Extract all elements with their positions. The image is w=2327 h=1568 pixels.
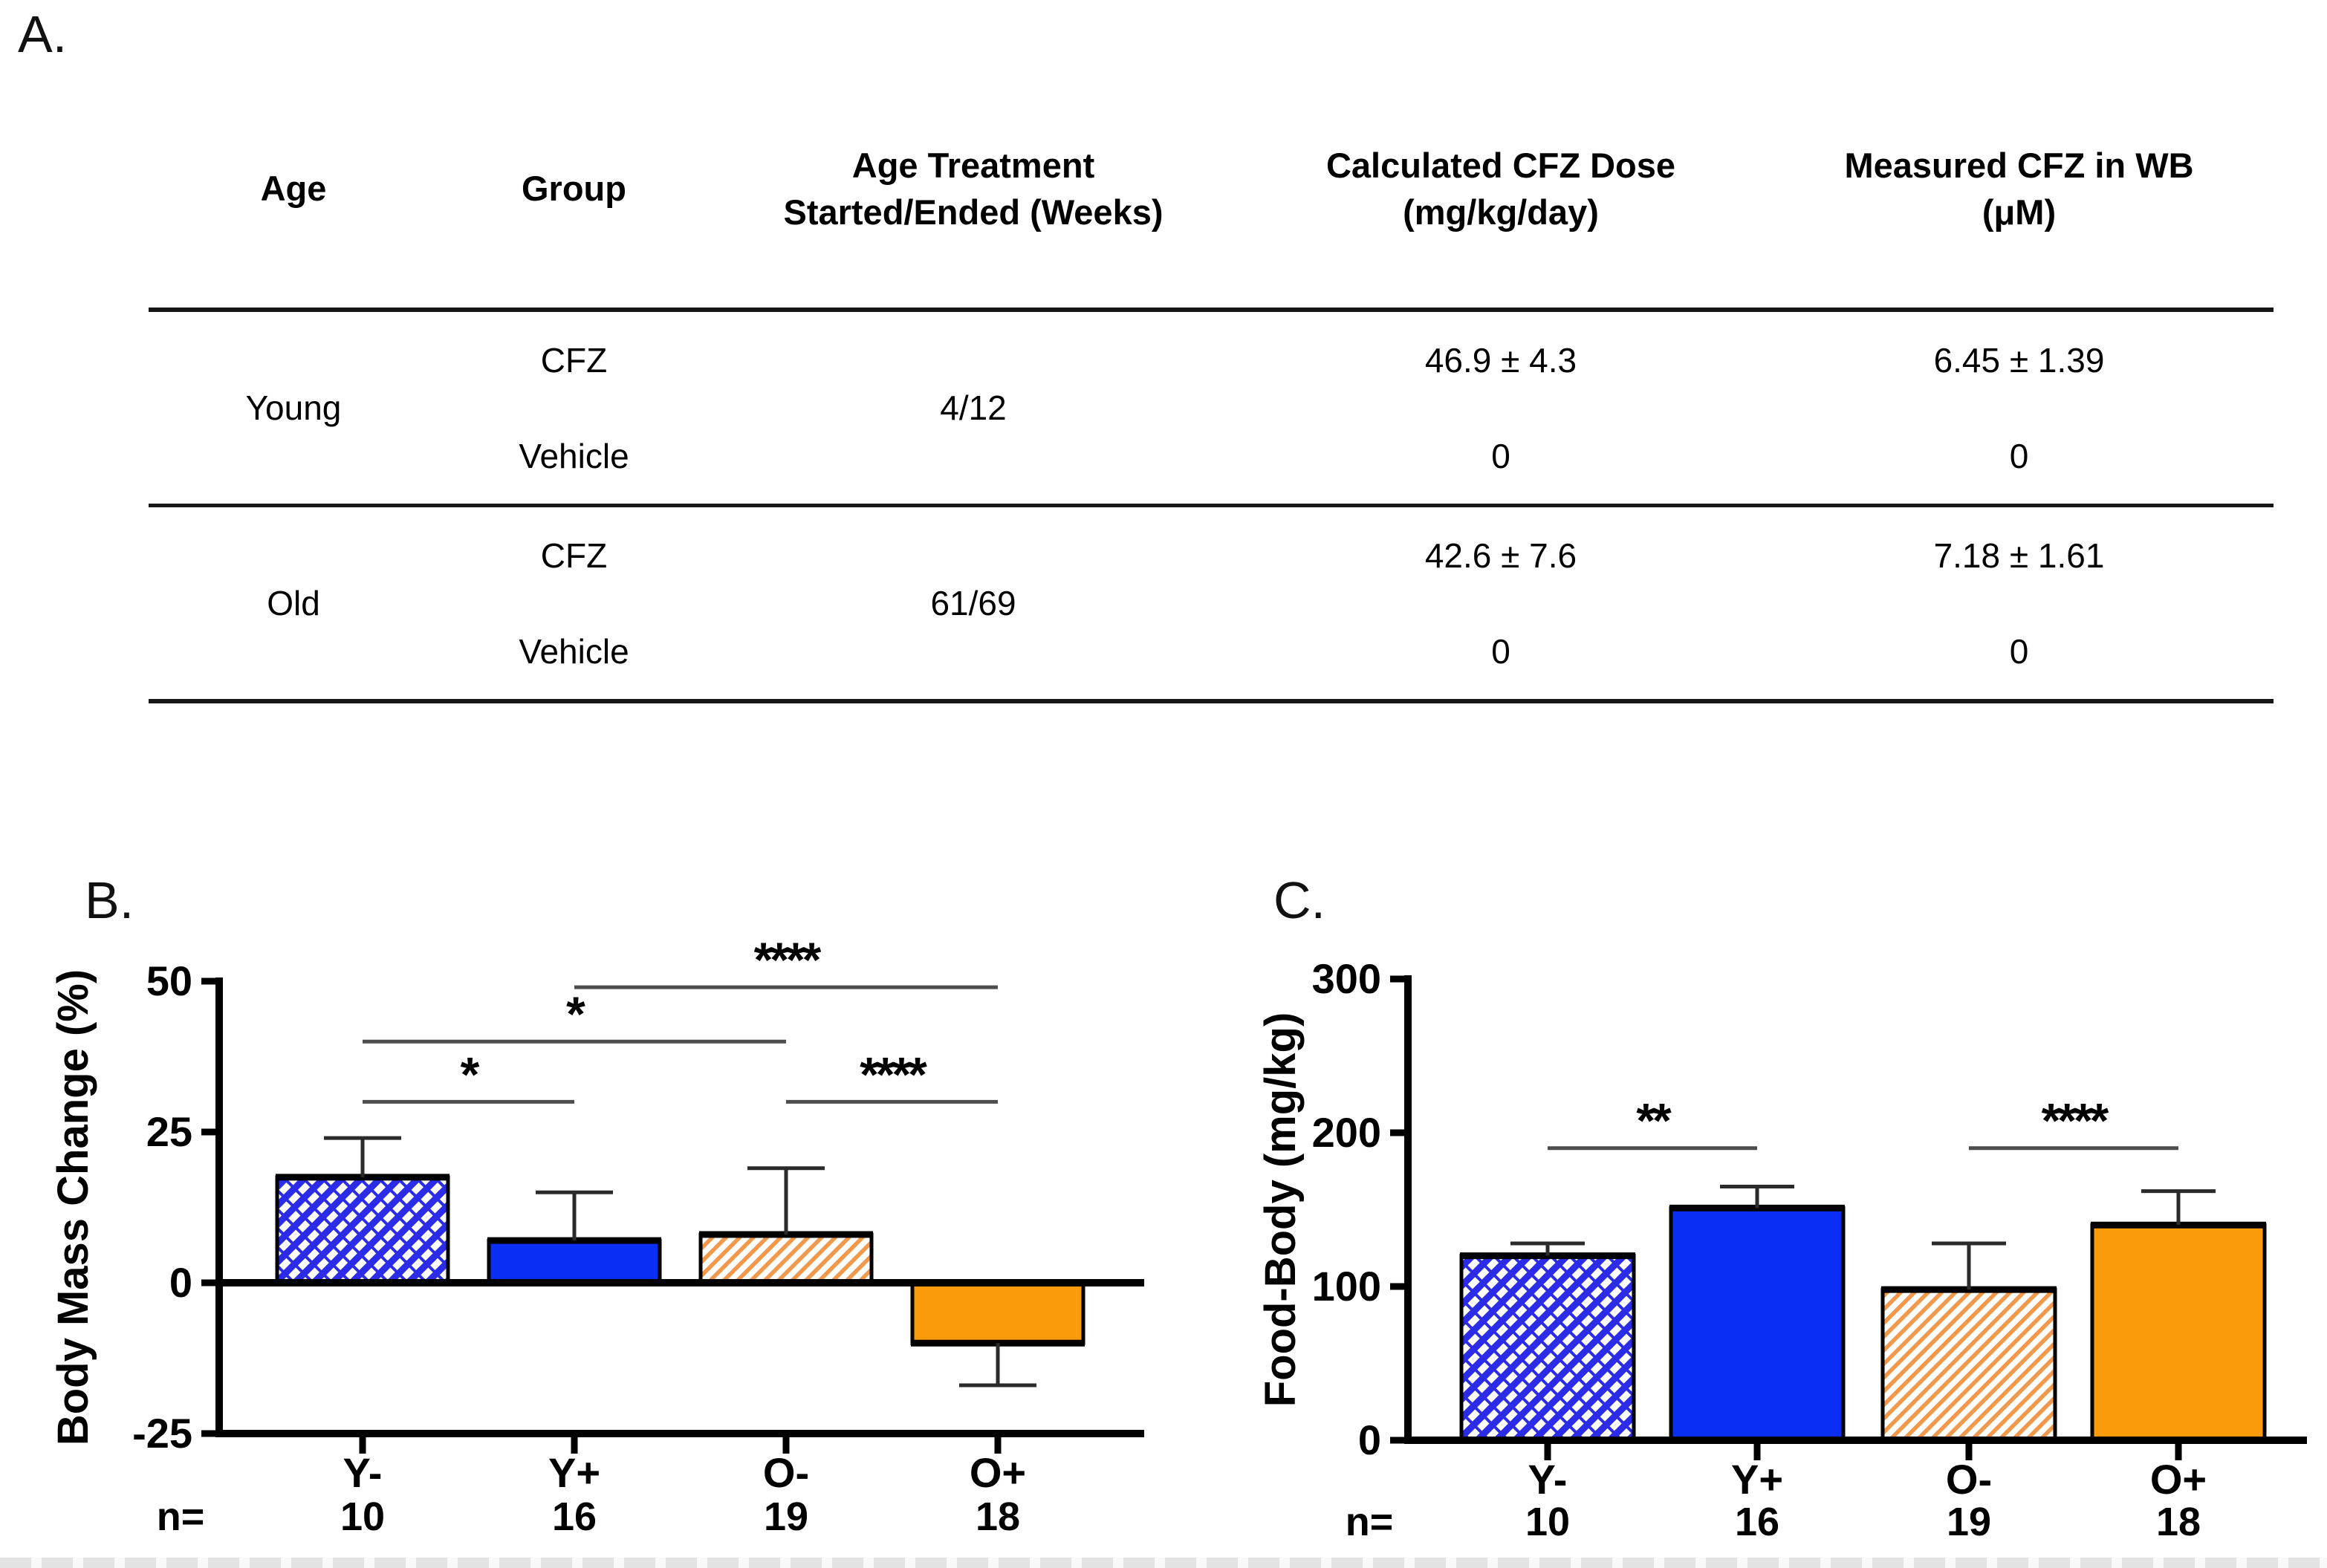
significance-stars: ** — [1636, 1093, 1672, 1148]
x-category-label: O+ — [970, 1449, 1026, 1496]
dose-cell: 0 — [1491, 631, 1510, 671]
n-value: 18 — [976, 1494, 1020, 1539]
significance-stars: **** — [754, 932, 822, 987]
age-cell: Old — [149, 504, 438, 701]
n-prefix-label: n= — [157, 1494, 205, 1539]
column-header: Measured CFZ in WB (μM) — [1765, 103, 2274, 312]
n-value: 19 — [1947, 1500, 1991, 1544]
y-axis-label: Food-Body (mg/kg) — [1256, 1012, 1305, 1408]
bar-Y+ — [1671, 1208, 1843, 1440]
bottom-crop-strip — [0, 1558, 2327, 1568]
column-header: Age Treatment Started/Ended (Weeks) — [710, 103, 1237, 312]
group-cell: CFZ — [540, 340, 608, 380]
y-tick-label: 300 — [1312, 955, 1381, 1002]
food-body-chart: 300 200 100 0 Y-10 Y+16 O-19 O+18 n= Food-Body (m… — [1256, 955, 2307, 1544]
column-header: Age — [149, 103, 438, 312]
y-tick-label: 50 — [146, 957, 192, 1004]
significance-stars: **** — [2042, 1093, 2109, 1148]
bar-pattern-overlay — [701, 1234, 872, 1283]
significance-stars: * — [461, 1047, 480, 1102]
n-value: 18 — [2156, 1500, 2201, 1544]
column-header: Calculated CFZ Dose (mg/kg/day) — [1237, 103, 1765, 312]
dosing-table-body: Young CFZ 4/12 46.9 ± 4.3 6.45 ± 1.39 Vehicle… — [149, 310, 2274, 701]
dosing-table: Age Group Age Treatment Started/Ended (Week… — [149, 103, 2274, 703]
bar-pattern-overlay — [277, 1177, 448, 1283]
x-category-label: Y- — [343, 1449, 383, 1496]
x-category-label: O- — [763, 1449, 809, 1496]
y-tick-label: -25 — [132, 1410, 192, 1457]
bar-O+ — [2092, 1225, 2265, 1440]
bar-pattern-overlay — [1883, 1289, 2055, 1440]
n-value: 19 — [764, 1494, 808, 1539]
panel-c-label: C. — [1273, 871, 1325, 929]
n-value: 16 — [1735, 1500, 1779, 1544]
n-prefix-label: n= — [1346, 1500, 1394, 1544]
group-cell: Vehicle — [519, 631, 629, 671]
table-row: Vehicle 0 0 — [149, 603, 2274, 701]
wb-cell: 0 — [2009, 631, 2029, 671]
column-header: Group — [438, 103, 710, 312]
dosing-table-header: Age Group Age Treatment Started/Ended (Week… — [149, 103, 2274, 312]
group-cell: Vehicle — [519, 436, 629, 475]
table-row: Young CFZ 4/12 46.9 ± 4.3 6.45 ± 1.39 — [149, 310, 2274, 428]
treatment-window-cell: 61/69 — [710, 504, 1237, 701]
y-tick-label: 0 — [169, 1259, 192, 1306]
y-tick-label: 25 — [146, 1108, 192, 1155]
bar-Y+ — [489, 1240, 660, 1283]
group-cell: CFZ — [438, 504, 710, 603]
table-row: Vehicle 0 0 — [149, 408, 2274, 506]
n-value: 10 — [340, 1494, 385, 1539]
y-tick-label: 200 — [1312, 1109, 1381, 1156]
y-tick-label: 0 — [1358, 1416, 1381, 1463]
dose-cell: 42.6 ± 7.6 — [1237, 504, 1765, 603]
x-category-label: Y+ — [1731, 1456, 1783, 1503]
table-header-row: Age Group Age Treatment Started/Ended (Week… — [149, 103, 2274, 312]
y-tick-label: 100 — [1312, 1263, 1381, 1310]
table-row: Old CFZ 61/69 42.6 ± 7.6 7.18 ± 1.61 — [149, 504, 2274, 701]
x-category-label: O+ — [2150, 1456, 2207, 1503]
x-category-label: Y+ — [548, 1449, 600, 1496]
bar-pattern-overlay — [1461, 1255, 1634, 1440]
body-mass-change-chart: 50 25 0 -25 Y-10 Y+16 O-19 O+18 n= Body Mass Chan… — [49, 932, 1144, 1539]
age-cell: Young — [245, 388, 342, 427]
wb-cell: 7.18 ± 1.61 — [1765, 504, 2274, 603]
n-value: 16 — [552, 1494, 597, 1539]
significance-stars: * — [566, 986, 585, 1041]
panel-b-label: B. — [85, 871, 134, 929]
dose-cell: 46.9 ± 4.3 — [1424, 340, 1577, 380]
dose-cell: 0 — [1491, 436, 1510, 475]
n-value: 10 — [1525, 1500, 1570, 1544]
treatment-window-cell: 4/12 — [940, 388, 1007, 427]
wb-cell: 6.45 ± 1.39 — [1933, 340, 2105, 380]
x-category-label: Y- — [1528, 1456, 1568, 1503]
y-axis-label: Body Mass Change (%) — [49, 969, 97, 1445]
significance-stars: **** — [860, 1047, 927, 1102]
panel-a-label: A. — [18, 5, 68, 63]
wb-cell: 0 — [2009, 436, 2029, 475]
x-category-label: O- — [1946, 1456, 1992, 1503]
bar-O+ — [912, 1283, 1083, 1344]
